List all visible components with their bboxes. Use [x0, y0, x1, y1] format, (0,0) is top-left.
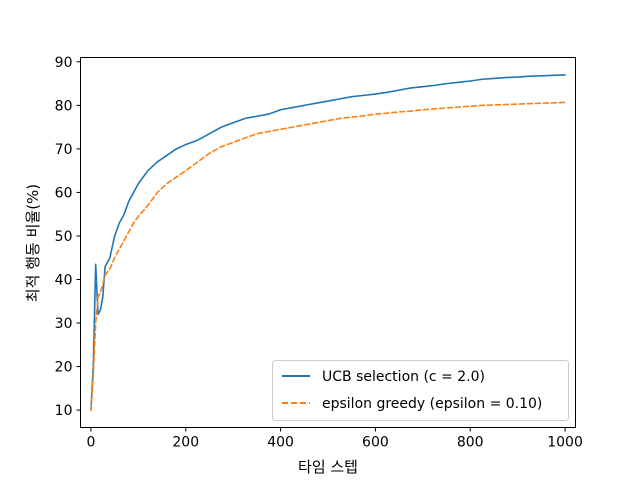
epsilon-greedy-line	[90, 101, 566, 411]
legend-label-ucb: UCB selection (c = 2.0)	[322, 369, 485, 385]
legend: UCB selection (c = 2.0) epsilon greedy (…	[272, 360, 569, 421]
x-tick-label: 400	[267, 435, 294, 451]
x-tick-label: 600	[362, 435, 389, 451]
x-tick-label: 800	[457, 435, 484, 451]
plot-area	[90, 74, 566, 411]
legend-label-epsilon-greedy: epsilon greedy (epsilon = 0.10)	[322, 396, 542, 412]
y-tick-label: 30	[55, 316, 73, 332]
ucb-line	[90, 74, 566, 411]
x-tick-label: 1000	[547, 435, 583, 451]
y-tick-label: 60	[55, 185, 73, 201]
plot-frame	[80, 57, 576, 428]
y-tick-label: 80	[55, 98, 73, 114]
y-tick-label: 10	[55, 403, 73, 419]
y-tick-label: 40	[55, 273, 73, 289]
legend-box	[272, 360, 569, 421]
x-axis: 0 200 400 600 800 1000	[86, 427, 583, 451]
y-tick-label: 70	[55, 142, 73, 158]
y-axis: 10 20 30 40 50 60 70 80 90	[55, 55, 81, 419]
x-axis-label: 타임 스텝	[298, 458, 358, 476]
y-tick-label: 90	[55, 55, 73, 71]
x-tick-label: 0	[86, 435, 95, 451]
y-tick-label: 50	[55, 229, 73, 245]
x-tick-label: 200	[172, 435, 199, 451]
y-tick-label: 20	[55, 360, 73, 376]
y-axis-label: 최적 행동 비율(%)	[24, 184, 42, 302]
